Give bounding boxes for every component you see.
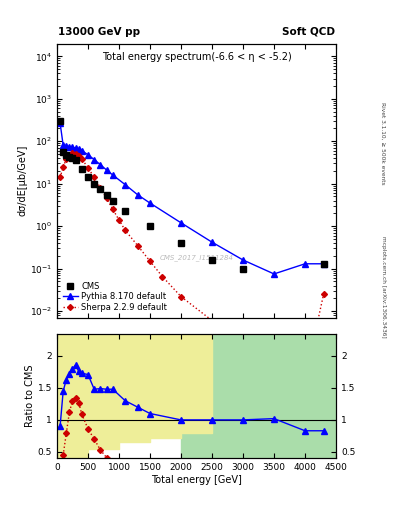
Text: mcplots.cern.ch [arXiv:1306.3436]: mcplots.cern.ch [arXiv:1306.3436]	[381, 236, 386, 337]
Text: Rivet 3.1.10, ≥ 500k events: Rivet 3.1.10, ≥ 500k events	[381, 102, 386, 185]
Text: Soft QCD: Soft QCD	[282, 27, 335, 37]
Y-axis label: dσ/dE[µb/GeV]: dσ/dE[µb/GeV]	[17, 145, 27, 216]
Text: CMS_2017_I1511284: CMS_2017_I1511284	[160, 254, 233, 261]
Text: Total energy spectrum(-6.6 < η < -5.2): Total energy spectrum(-6.6 < η < -5.2)	[102, 52, 291, 62]
Legend: CMS, Pythia 8.170 default, Sherpa 2.2.9 default: CMS, Pythia 8.170 default, Sherpa 2.2.9 …	[61, 280, 169, 313]
Y-axis label: Ratio to CMS: Ratio to CMS	[25, 365, 35, 427]
X-axis label: Total energy [GeV]: Total energy [GeV]	[151, 475, 242, 485]
Text: 13000 GeV pp: 13000 GeV pp	[58, 27, 140, 37]
